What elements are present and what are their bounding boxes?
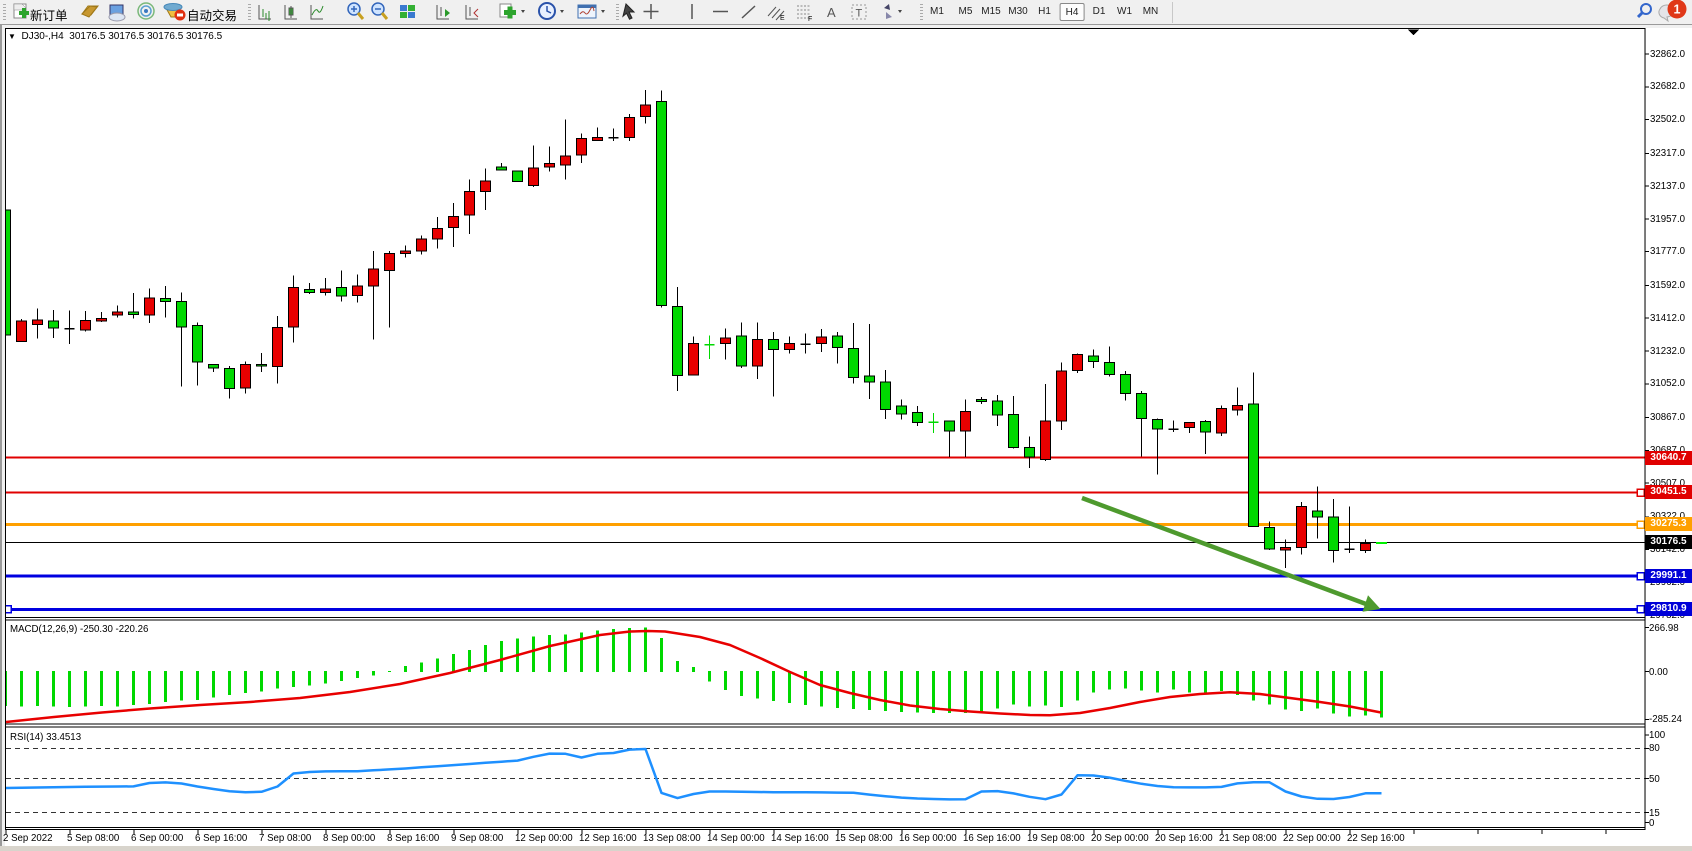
svg-text:1: 1 [1674,3,1681,17]
svg-text:F: F [808,16,812,23]
svg-text:E: E [780,15,785,22]
svg-text:T: T [856,8,863,20]
svg-text:A: A [827,5,836,20]
